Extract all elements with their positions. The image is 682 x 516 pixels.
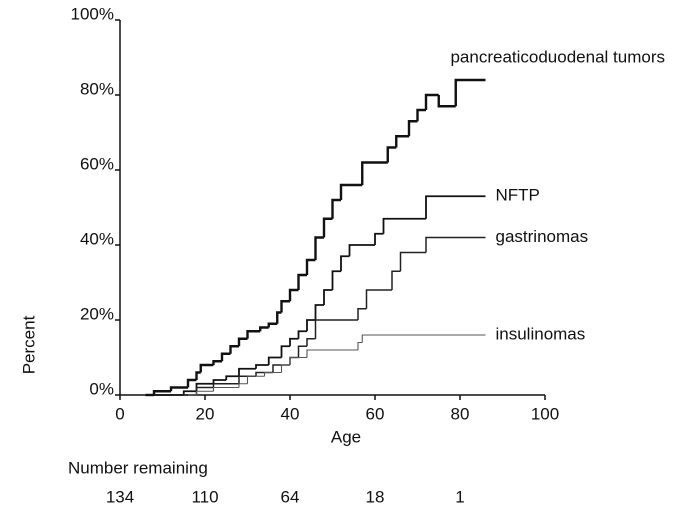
step-segment <box>289 356 299 365</box>
risk-count: 1 <box>455 487 464 506</box>
step-segment <box>280 364 290 373</box>
y-tick-label: 20% <box>80 304 114 323</box>
step-segment <box>288 288 299 302</box>
step-segment <box>424 93 439 110</box>
step-segment <box>365 289 392 309</box>
step-segment <box>195 390 214 395</box>
step-segment <box>267 356 282 365</box>
step-segment <box>225 375 239 380</box>
step-segment <box>314 236 324 260</box>
x-tick-label: 0 <box>115 404 124 423</box>
series-label: pancreaticoduodenal tumors <box>450 47 665 66</box>
x-tick-label: 100 <box>531 404 559 423</box>
step-segment <box>382 217 426 234</box>
y-tick-label: 0% <box>89 379 114 398</box>
y-tick-label: 40% <box>80 229 114 248</box>
risk-count: 134 <box>106 487 134 506</box>
step-segment <box>237 337 248 347</box>
step-segment <box>386 146 397 163</box>
step-segment <box>425 236 486 253</box>
risk-count: 110 <box>191 487 218 506</box>
step-segment <box>186 378 197 388</box>
step-segment <box>212 383 239 388</box>
step-segment <box>267 322 278 328</box>
step-segment <box>280 345 290 358</box>
step-segment <box>395 135 409 148</box>
step-segment <box>246 330 261 339</box>
step-segment <box>357 308 367 320</box>
x-axis-label: Age <box>331 427 361 446</box>
x-tick-label: 60 <box>366 404 385 423</box>
step-segment <box>280 300 290 313</box>
step-segment <box>322 217 333 238</box>
step-segment <box>212 379 227 384</box>
step-segment <box>263 371 282 377</box>
step-segment <box>306 338 316 347</box>
y-tick-label: 80% <box>80 79 114 98</box>
step-segment <box>314 304 324 320</box>
step-segment <box>407 120 418 137</box>
step-segment <box>238 367 256 377</box>
step-segment <box>391 270 401 290</box>
step-segment <box>306 319 316 332</box>
step-segment <box>340 255 350 272</box>
step-segment <box>255 364 269 369</box>
step-segment <box>305 258 316 275</box>
step-segment <box>348 244 375 257</box>
step-segment <box>416 108 426 122</box>
step-segment <box>259 326 269 332</box>
y-tick-label: 100% <box>71 4 114 23</box>
step-segment <box>229 345 239 354</box>
x-tick-label: 40 <box>281 404 300 423</box>
step-segment <box>212 386 239 392</box>
step-segment <box>276 311 282 324</box>
x-tick-label: 20 <box>196 404 215 423</box>
step-segment <box>297 273 307 290</box>
risk-count: 18 <box>366 487 385 506</box>
step-segment <box>361 334 486 343</box>
step-segment <box>152 390 171 395</box>
risk-count: 64 <box>281 487 300 506</box>
y-axis-label: Percent <box>19 315 38 374</box>
step-segment <box>425 195 486 219</box>
series-label: NFTP <box>496 186 540 205</box>
y-tick-label: 60% <box>80 154 114 173</box>
series-label: insulinomas <box>496 324 586 343</box>
step-segment <box>246 375 265 384</box>
x-tick-label: 80 <box>451 404 470 423</box>
step-segment <box>454 78 486 107</box>
step-segment <box>374 232 384 245</box>
step-segment <box>437 95 456 108</box>
step-segment <box>297 330 307 339</box>
step-segment <box>331 270 341 290</box>
step-segment <box>331 198 341 219</box>
step-segment <box>169 386 188 392</box>
step-segment <box>339 183 363 200</box>
step-segment <box>212 360 222 365</box>
risk-table-title: Number remaining <box>68 458 208 477</box>
step-segment <box>314 319 358 339</box>
step-segment <box>289 356 307 365</box>
step-segment <box>323 289 333 305</box>
step-segment <box>220 352 231 362</box>
step-segment <box>306 349 358 358</box>
step-segment <box>399 251 426 272</box>
step-segment <box>182 390 197 395</box>
step-segment <box>357 341 363 350</box>
step-segment <box>238 383 248 388</box>
step-segment <box>297 345 307 358</box>
step-segment <box>361 161 388 185</box>
series-label: gastrinomas <box>496 227 589 246</box>
step-segment <box>289 337 299 347</box>
step-segment <box>195 371 201 380</box>
step-segment <box>199 363 214 373</box>
